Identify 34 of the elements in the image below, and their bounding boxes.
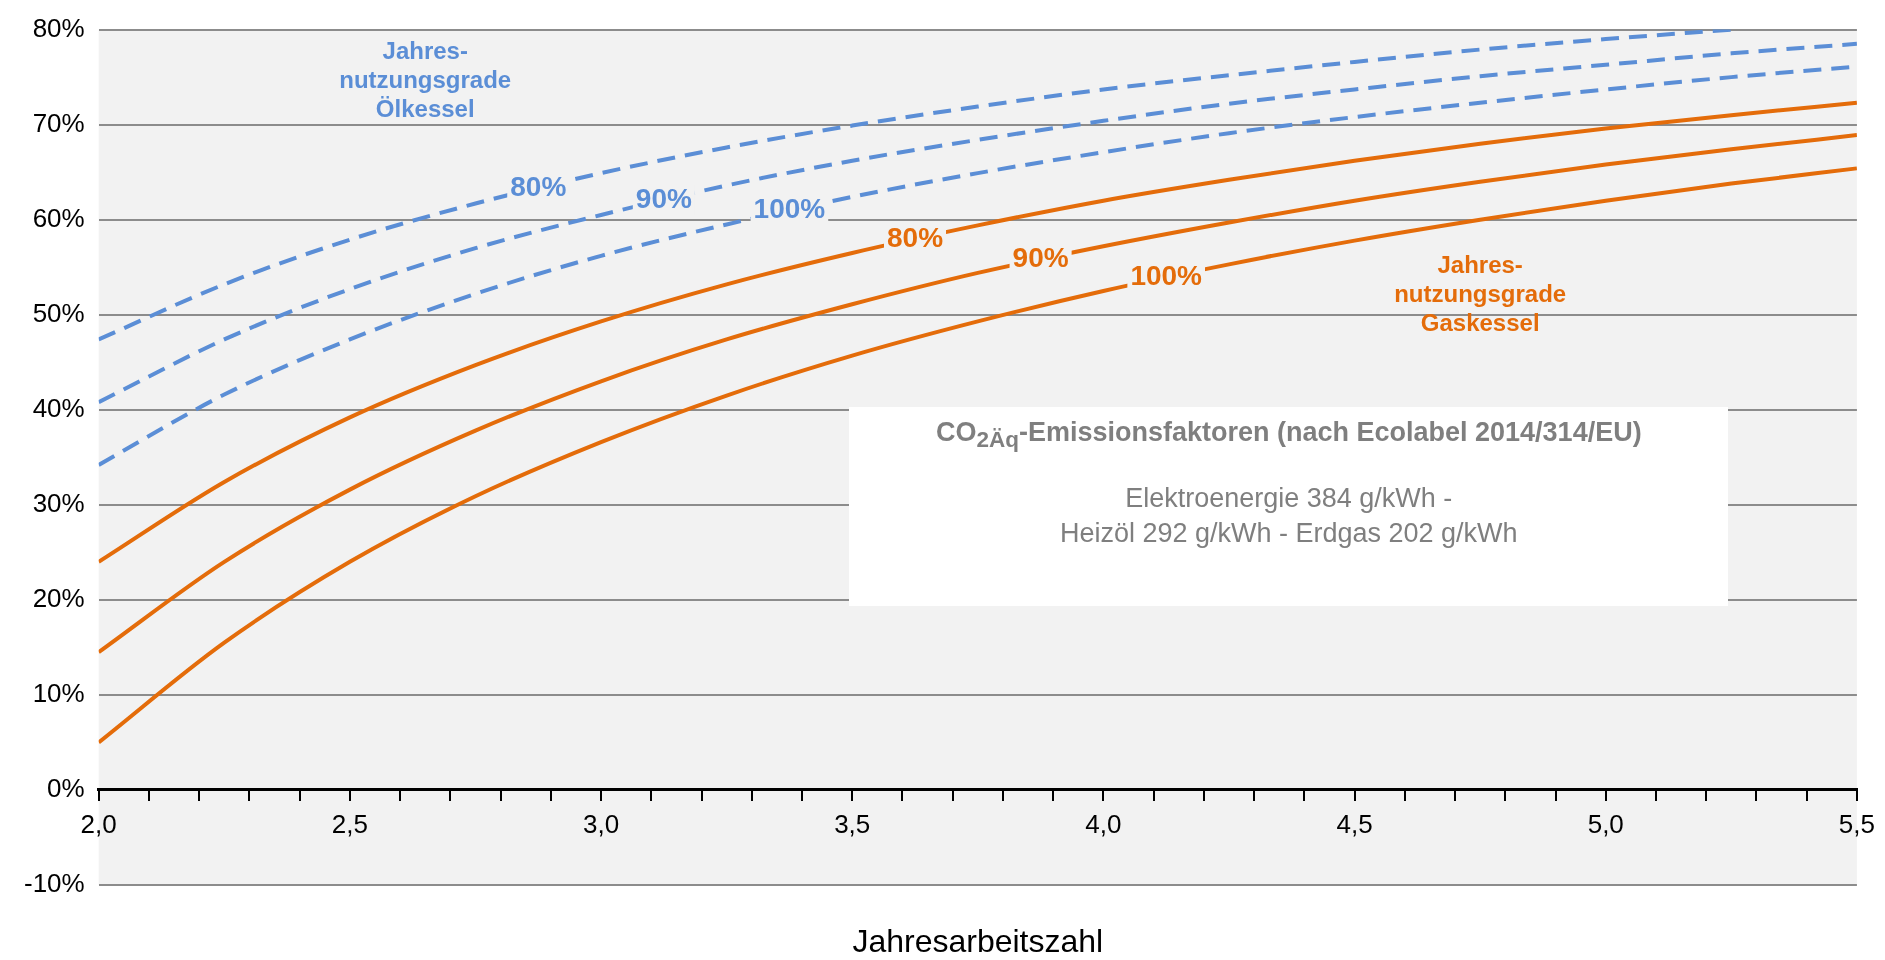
annotation: Jahres- nutzungsgrade Gaskessel xyxy=(1394,251,1567,337)
y-tick-label: 70% xyxy=(32,107,85,138)
x-tick-label: 2,5 xyxy=(331,808,368,839)
x-tick-label: 3,0 xyxy=(582,808,620,839)
line-series xyxy=(98,133,1857,655)
line-series xyxy=(98,41,1857,405)
x-tick-label: 2,0 xyxy=(80,808,117,839)
series-label: 100% xyxy=(753,193,826,225)
y-tick-label: 20% xyxy=(32,583,85,614)
y-tick-label: 0% xyxy=(47,773,85,804)
line-series xyxy=(98,29,1734,342)
y-tick-label: 10% xyxy=(32,678,85,709)
y-tick-label: 50% xyxy=(32,297,85,328)
series-label: 90% xyxy=(635,182,692,214)
x-axis-title: Jahresarbeitszahl xyxy=(852,922,1104,959)
line-series xyxy=(98,166,1857,745)
y-tick-label: -10% xyxy=(23,868,85,899)
x-tick-label: 5,0 xyxy=(1587,808,1624,839)
y-tick-label: 80% xyxy=(32,12,85,43)
series-label: 90% xyxy=(1012,242,1069,274)
series-label: 100% xyxy=(1130,260,1203,292)
series-label: 80% xyxy=(886,221,944,253)
y-tick-label: 40% xyxy=(32,392,85,423)
y-tick-label: 30% xyxy=(32,487,85,518)
x-tick-label: 4,0 xyxy=(1085,808,1122,839)
series-label: 80% xyxy=(510,171,567,203)
annotation: Elektroenergie 384 g/kWh - Heizöl 292 g/kWh - Erdgas 202 g/kWh xyxy=(1058,481,1519,550)
annotation: Jahres- nutzungsgrade Ölkessel xyxy=(339,37,512,123)
note-panel: CO$_{2Äq}$-Emissionsfaktoren (nach Ecolabel 2014/314/EU) Elektroenergie 384 g/kWh - Heizöl 292 g/kWh - Erdgas 202 g/kWh xyxy=(849,406,1729,606)
annotation: CO$_{2Äq}$-Emissionsfaktoren (nach Ecolabel 2014/314/EU) xyxy=(934,415,1643,455)
x-tick-label: 3,5 xyxy=(834,808,871,839)
x-tick-label: 4,5 xyxy=(1336,808,1373,839)
x-tick-label: 5,5 xyxy=(1838,808,1876,839)
y-tick-label: 60% xyxy=(32,202,85,233)
